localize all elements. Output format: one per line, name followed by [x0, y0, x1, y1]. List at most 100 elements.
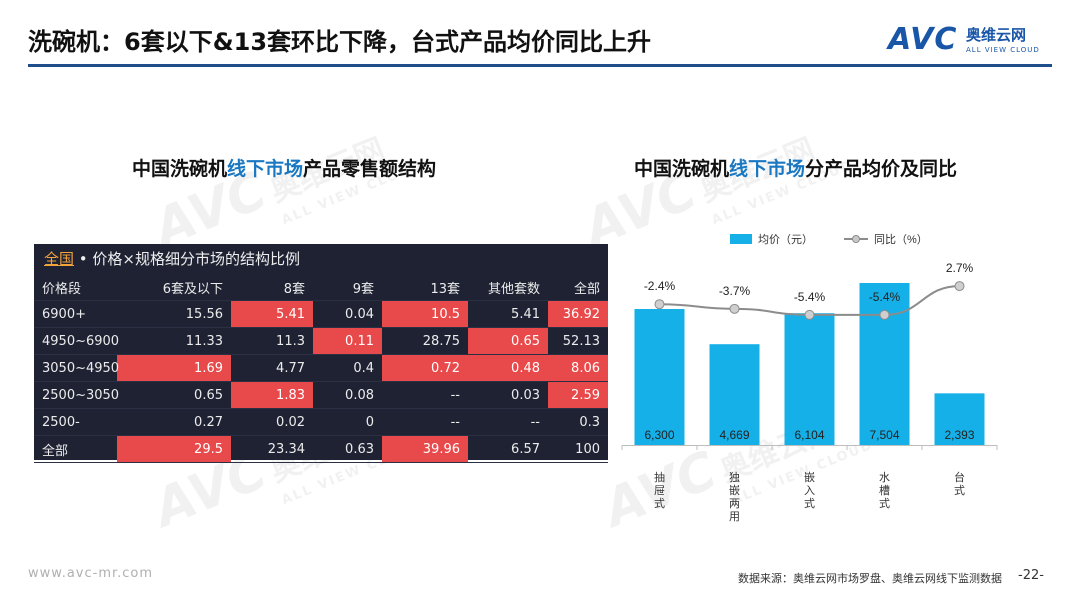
- bar: [934, 393, 985, 445]
- right-title-post: 分产品均价及同比: [805, 158, 958, 180]
- right-section-title: 中国洗碗机线下市场分产品均价及同比: [634, 154, 957, 181]
- table-row: 全部 29.5 23.34 0.63 39.96 6.57 100: [34, 435, 608, 463]
- data-source-note: 数据来源：奥维云网市场罗盘、奥维云网线下监测数据: [738, 572, 1002, 585]
- ratio-cell: 36.92: [548, 300, 608, 328]
- ratio-cell: 29.5: [117, 435, 231, 463]
- table-header-row: 价格段 6套及以下 8套 9套 13套 其他套数 全部: [34, 274, 608, 301]
- bar-value-label: 4,669: [719, 428, 749, 442]
- price-band-cell: 6900+: [34, 300, 117, 328]
- ratio-cell: 11.3: [231, 327, 313, 355]
- price-band-cell: 全部: [34, 435, 117, 463]
- yoy-label: -3.7%: [719, 284, 751, 298]
- category-label-char: 用: [729, 510, 740, 523]
- yoy-label: -2.4%: [644, 279, 676, 293]
- category-label-char: 嵌: [729, 484, 740, 497]
- category-label-char: 台: [954, 470, 965, 484]
- table-row: 6900+ 15.56 5.41 0.04 10.5 5.41 36.92: [34, 300, 608, 328]
- bar-value-label: 7,504: [869, 428, 899, 442]
- avg-price-chart: 均价（元） 同比（%）6,300抽屉式4,669独嵌两用6,104嵌入式7,504…: [621, 233, 998, 523]
- structure-table: 价格段 6套及以下 8套 9套 13套 其他套数 全部 6900+ 15.56 5.…: [34, 274, 608, 463]
- ratio-cell: 11.33: [117, 327, 231, 355]
- category-label-char: 式: [954, 484, 965, 497]
- ratio-cell: 0: [313, 408, 382, 436]
- page-number: -22-: [1018, 568, 1044, 583]
- ratio-cell: 23.34: [231, 435, 313, 463]
- table-row: 4950~6900 11.33 11.3 0.11 28.75 0.65 52.13: [34, 327, 608, 355]
- table-caption-text: • 价格×规格细分市场的结构比例: [74, 250, 300, 268]
- category-label-char: 嵌: [804, 471, 815, 484]
- left-title-pre: 中国洗碗机: [132, 158, 228, 180]
- price-band-cell: 2500-: [34, 408, 117, 436]
- price-band-cell: 2500~3050: [34, 381, 119, 409]
- title-divider: [28, 64, 1052, 67]
- category-label-char: 式: [879, 497, 890, 510]
- column-header: 6套及以下: [117, 274, 231, 301]
- yoy-label: -5.4%: [869, 290, 901, 304]
- ratio-cell: --: [382, 381, 468, 409]
- ratio-cell: 10.5: [382, 300, 468, 328]
- ratio-cell: 0.72: [382, 354, 468, 382]
- right-title-pre: 中国洗碗机: [634, 158, 730, 180]
- ratio-cell: 8.06: [548, 354, 608, 382]
- yoy-point: [879, 309, 890, 320]
- ratio-cell: --: [382, 408, 468, 436]
- category-label-char: 两: [729, 497, 740, 510]
- left-title-post: 产品零售额结构: [303, 158, 437, 180]
- yoy-point: [729, 303, 740, 314]
- column-header: 价格段: [34, 274, 117, 301]
- ratio-cell: 0.3: [548, 408, 608, 436]
- ratio-cell: 15.56: [117, 300, 231, 328]
- page-title: 洗碗机：6套以下&13套环比下降，台式产品均价同比上升: [28, 28, 652, 56]
- yoy-point: [654, 299, 665, 310]
- structure-table-panel: 全国 • 价格×规格细分市场的结构比例 价格段 6套及以下 8套 9套 13套 …: [34, 244, 608, 463]
- category-label-char: 独: [729, 471, 740, 484]
- category-label-char: 槽: [879, 484, 890, 497]
- column-header: 全部: [548, 274, 608, 301]
- ratio-cell: 0.65: [117, 381, 231, 409]
- ratio-cell: 0.27: [117, 408, 231, 436]
- bar: [784, 313, 835, 445]
- ratio-cell: 0.4: [313, 354, 382, 382]
- bar-value-label: 2,393: [944, 428, 974, 442]
- ratio-cell: 5.41: [231, 300, 313, 328]
- bar: [859, 283, 910, 445]
- legend-bar-label: 均价（元）: [758, 233, 813, 246]
- ratio-cell: 0.02: [231, 408, 313, 436]
- legend-line-marker: [852, 235, 860, 243]
- ratio-cell: 0.08: [313, 381, 382, 409]
- column-header: 8套: [231, 274, 313, 301]
- ratio-cell: 0.11: [313, 327, 382, 355]
- category-label-char: 式: [654, 497, 665, 510]
- logo-mark: AVC: [888, 22, 958, 57]
- left-section-title: 中国洗碗机线下市场产品零售额结构: [132, 154, 436, 181]
- scope-tag[interactable]: 全国: [44, 250, 75, 268]
- bar-value-label: 6,104: [794, 428, 824, 442]
- column-header: 其他套数: [468, 274, 548, 301]
- ratio-cell: 39.96: [382, 435, 468, 463]
- ratio-cell: 5.41: [468, 300, 548, 328]
- left-title-highlight: 线下市场: [227, 158, 304, 180]
- ratio-cell: 0.63: [313, 435, 382, 463]
- ratio-cell: 1.69: [117, 354, 231, 382]
- table-row: 2500- 0.27 0.02 0 -- -- 0.3: [34, 408, 608, 436]
- right-title-highlight: 线下市场: [729, 158, 806, 180]
- footer-url[interactable]: www.avc-mr.com: [28, 566, 154, 581]
- ratio-cell: 6.57: [468, 435, 548, 463]
- yoy-point: [804, 309, 815, 320]
- ratio-cell: 28.75: [382, 327, 468, 355]
- table-row: 3050~4950 1.69 4.77 0.4 0.72 0.48 8.06: [34, 354, 608, 382]
- ratio-cell: 4.77: [231, 354, 313, 382]
- yoy-point: [954, 281, 965, 292]
- legend-bar-swatch: [730, 234, 752, 244]
- table-caption: 全国 • 价格×规格细分市场的结构比例: [44, 248, 300, 269]
- category-label-char: 抽: [654, 470, 665, 484]
- category-label-char: 式: [804, 497, 815, 510]
- category-label-char: 水: [879, 471, 890, 484]
- ratio-cell: 1.83: [231, 381, 313, 409]
- category-label-char: 入: [804, 484, 815, 497]
- bar: [634, 308, 685, 445]
- table-row: 2500~3050 0.65 1.83 0.08 -- 0.03 2.59: [34, 381, 608, 409]
- ratio-cell: 0.03: [468, 381, 548, 409]
- ratio-cell: 0.65: [468, 327, 548, 355]
- logo-cn: 奥维云网: [966, 26, 1027, 44]
